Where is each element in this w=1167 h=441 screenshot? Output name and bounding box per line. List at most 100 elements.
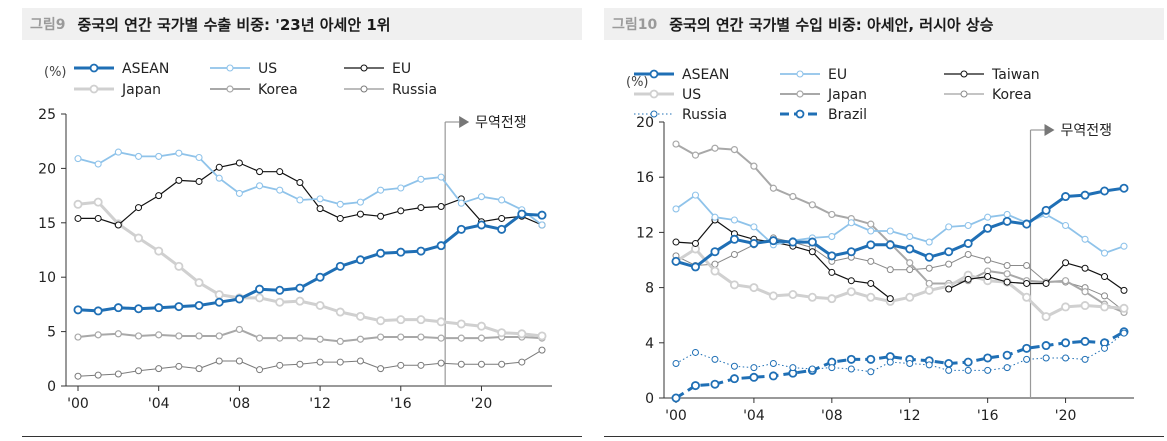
- legend-item-eu: EU: [780, 67, 847, 83]
- point-japan: [769, 184, 777, 192]
- series-line-asean: [77, 212, 543, 313]
- point-eu: [356, 210, 364, 218]
- legend-marker-us: [226, 64, 234, 72]
- legend-label-japan: Japan: [121, 82, 161, 98]
- point-japan: [828, 210, 836, 219]
- point-russia: [356, 357, 364, 365]
- point-us: [195, 153, 203, 162]
- point-us: [1080, 301, 1090, 311]
- point-us: [94, 160, 102, 168]
- point-asean: [749, 238, 759, 248]
- point-russia: [377, 365, 385, 373]
- point-japan: [691, 151, 700, 159]
- point-eu: [945, 223, 953, 231]
- point-japan: [73, 199, 83, 209]
- point-eu: [1100, 249, 1109, 257]
- point-japan: [194, 278, 204, 288]
- point-eu: [94, 214, 102, 222]
- point-taiwan: [1062, 259, 1070, 267]
- point-us: [74, 155, 82, 163]
- point-us: [924, 285, 934, 295]
- point-eu: [175, 176, 183, 184]
- point-us: [356, 198, 364, 206]
- point-russia: [215, 357, 223, 365]
- point-brazil: [1022, 343, 1032, 353]
- point-taiwan: [1023, 279, 1031, 287]
- point-korea: [215, 332, 223, 340]
- point-russia: [691, 348, 699, 356]
- point-russia: [477, 360, 485, 368]
- point-russia: [256, 366, 264, 374]
- point-eu: [711, 213, 719, 221]
- point-asean: [885, 240, 895, 250]
- legend-item-eu: EU: [344, 61, 411, 77]
- point-korea: [417, 333, 425, 341]
- point-korea: [906, 266, 914, 274]
- point-eu: [672, 205, 680, 213]
- point-asean: [846, 247, 856, 257]
- legend-marker-russia: [650, 110, 658, 118]
- point-korea: [134, 332, 143, 340]
- series-russia: [672, 329, 1128, 376]
- point-korea: [945, 260, 953, 268]
- point-russia: [867, 368, 875, 376]
- point-russia: [672, 360, 680, 367]
- point-us: [538, 221, 546, 229]
- legend-marker-eu: [796, 70, 804, 78]
- point-us: [729, 280, 739, 290]
- point-russia: [276, 361, 284, 369]
- point-taiwan: [672, 238, 680, 246]
- point-russia: [316, 358, 324, 366]
- point-brazil: [1080, 336, 1090, 346]
- point-eu: [74, 214, 82, 222]
- point-russia: [1120, 329, 1128, 337]
- point-russia: [538, 346, 546, 354]
- point-asean: [729, 234, 739, 244]
- point-korea: [477, 334, 486, 342]
- import-unit-label: (%): [626, 75, 649, 90]
- point-asean: [963, 238, 973, 248]
- x-tick-label: '16: [390, 396, 412, 412]
- point-asean: [1061, 192, 1071, 202]
- point-japan: [537, 331, 547, 341]
- y-tick-label: 16: [636, 170, 654, 186]
- point-korea: [255, 334, 264, 342]
- point-eu: [135, 204, 143, 212]
- point-korea: [296, 334, 304, 342]
- point-us: [155, 152, 163, 160]
- point-eu: [750, 223, 758, 231]
- point-japan: [1081, 288, 1089, 296]
- point-asean: [194, 300, 204, 310]
- point-japan: [789, 192, 797, 201]
- point-japan: [750, 162, 758, 170]
- point-us: [134, 152, 143, 160]
- x-tick-label: '00: [67, 396, 89, 412]
- point-eu: [235, 159, 243, 167]
- point-eu: [498, 214, 506, 222]
- point-eu: [397, 207, 405, 215]
- point-asean: [788, 237, 798, 247]
- point-korea: [377, 333, 385, 341]
- y-tick-label: 5: [47, 325, 56, 341]
- point-japan: [517, 329, 527, 339]
- point-taiwan: [945, 285, 953, 293]
- point-russia: [114, 370, 122, 378]
- point-asean: [827, 251, 837, 261]
- point-us: [749, 283, 759, 293]
- point-brazil: [729, 374, 739, 384]
- y-tick-label: 20: [38, 161, 56, 177]
- point-korea: [730, 250, 738, 258]
- point-asean: [255, 284, 265, 294]
- point-eu: [296, 179, 304, 187]
- point-us: [235, 189, 243, 197]
- point-russia: [1023, 355, 1031, 363]
- series-line-brazil: [675, 330, 1125, 400]
- point-eu: [925, 238, 933, 246]
- legend-label-korea: Korea: [258, 82, 298, 98]
- point-russia: [195, 365, 203, 373]
- point-us: [1041, 312, 1051, 322]
- x-tick-label: '12: [309, 396, 331, 412]
- legend-item-russia: Russia: [634, 107, 727, 123]
- x-tick-label: '12: [899, 408, 921, 424]
- series-line-asean: [675, 186, 1125, 269]
